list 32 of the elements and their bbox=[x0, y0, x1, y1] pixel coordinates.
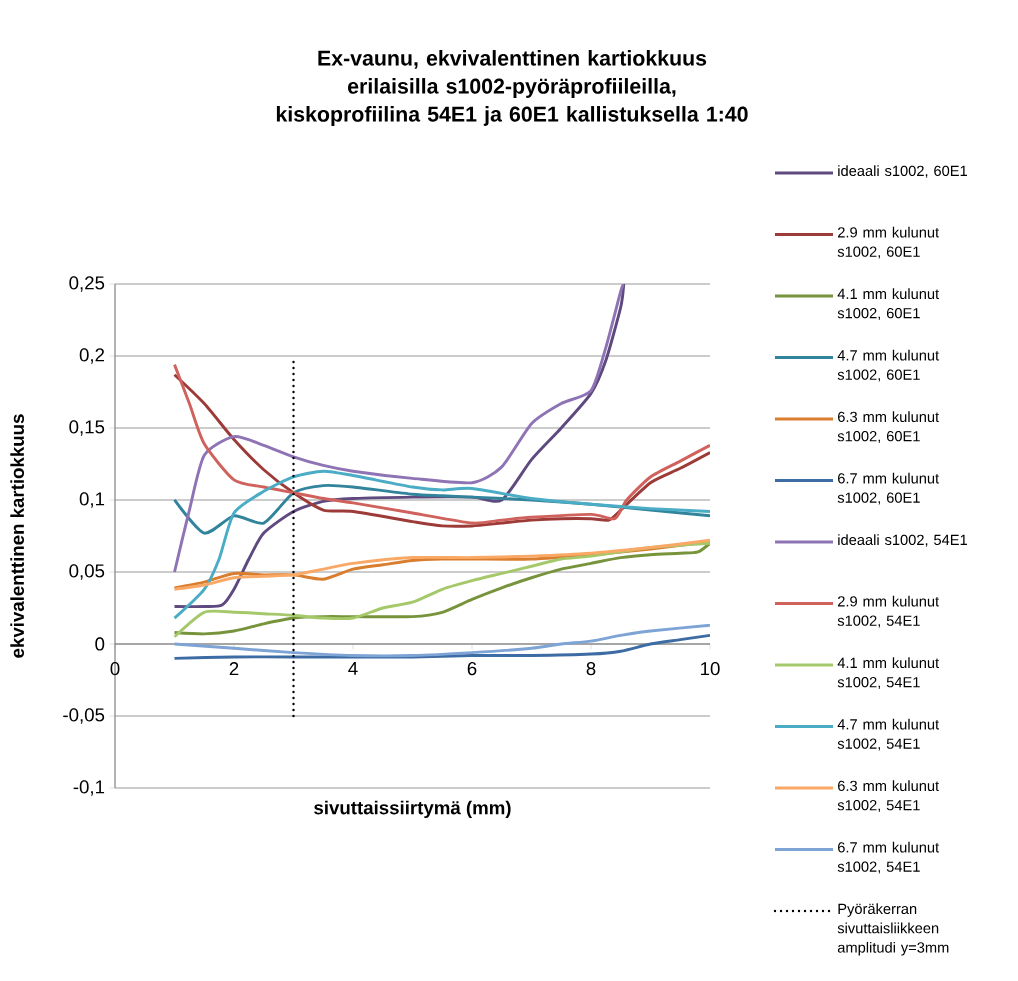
legend-label: 4.1 mm kulunut s1002, 54E1 bbox=[837, 657, 940, 690]
y-tick-label: 0,2 bbox=[79, 348, 105, 364]
x-axis-title: sivuttaissiirtymä (mm) bbox=[314, 800, 511, 819]
legend-label: 4.7 mm kulunut s1002, 54E1 bbox=[837, 718, 940, 751]
legend-label: 6.7 mm kulunut s1002, 60E1 bbox=[837, 472, 940, 505]
line-series bbox=[173, 469, 710, 620]
legend-label: 2.9 mm kulunut s1002, 54E1 bbox=[837, 595, 940, 628]
x-tick-label: 8 bbox=[586, 662, 596, 676]
y-tick-label: 0,05 bbox=[69, 564, 105, 580]
line-series bbox=[173, 623, 710, 658]
y-tick-label: 0,25 bbox=[69, 276, 105, 292]
y-tick-label: 0,1 bbox=[79, 492, 105, 508]
x-tick-label: 10 bbox=[701, 662, 720, 676]
y-tick-label: -0,05 bbox=[63, 708, 105, 724]
legend-label: 6.3 mm kulunut s1002, 54E1 bbox=[837, 780, 940, 813]
chart-title: Ex-vaunu, ekvivalenttinen kartiokkuus erilaisilla s1002-pyöräprofiileilla, kiskoprofiilina 54E1 ja 60E1 kallistuksella 1:40 bbox=[276, 50, 748, 126]
legend-label: Pyöräkerran sivuttaisliikkeen amplitudi y=3mm bbox=[837, 903, 949, 956]
x-tick-label: 2 bbox=[229, 662, 239, 676]
y-axis-title: ekvivalenttinen kartiokkuus bbox=[10, 414, 25, 658]
x-tick-label: 0 bbox=[110, 662, 120, 676]
legend-label: 6.7 mm kulunut s1002, 54E1 bbox=[837, 841, 940, 874]
legend-label: 6.3 mm kulunut s1002, 60E1 bbox=[837, 411, 940, 444]
legend-label: ideaali s1002, 54E1 bbox=[838, 534, 967, 547]
y-tick-label: 0,15 bbox=[69, 420, 105, 436]
y-tick-label: -0,1 bbox=[73, 780, 105, 796]
legend-label: 4.1 mm kulunut s1002, 60E1 bbox=[837, 288, 940, 321]
x-tick-label: 6 bbox=[467, 662, 477, 676]
legend-label: 2.9 mm kulunut s1002, 60E1 bbox=[837, 226, 940, 259]
x-tick-label: 4 bbox=[348, 662, 358, 675]
y-tick-label: 0 bbox=[95, 637, 105, 651]
legend-label: 4.7 mm kulunut s1002, 60E1 bbox=[837, 349, 940, 382]
legend-label: ideaali s1002, 60E1 bbox=[838, 165, 967, 178]
